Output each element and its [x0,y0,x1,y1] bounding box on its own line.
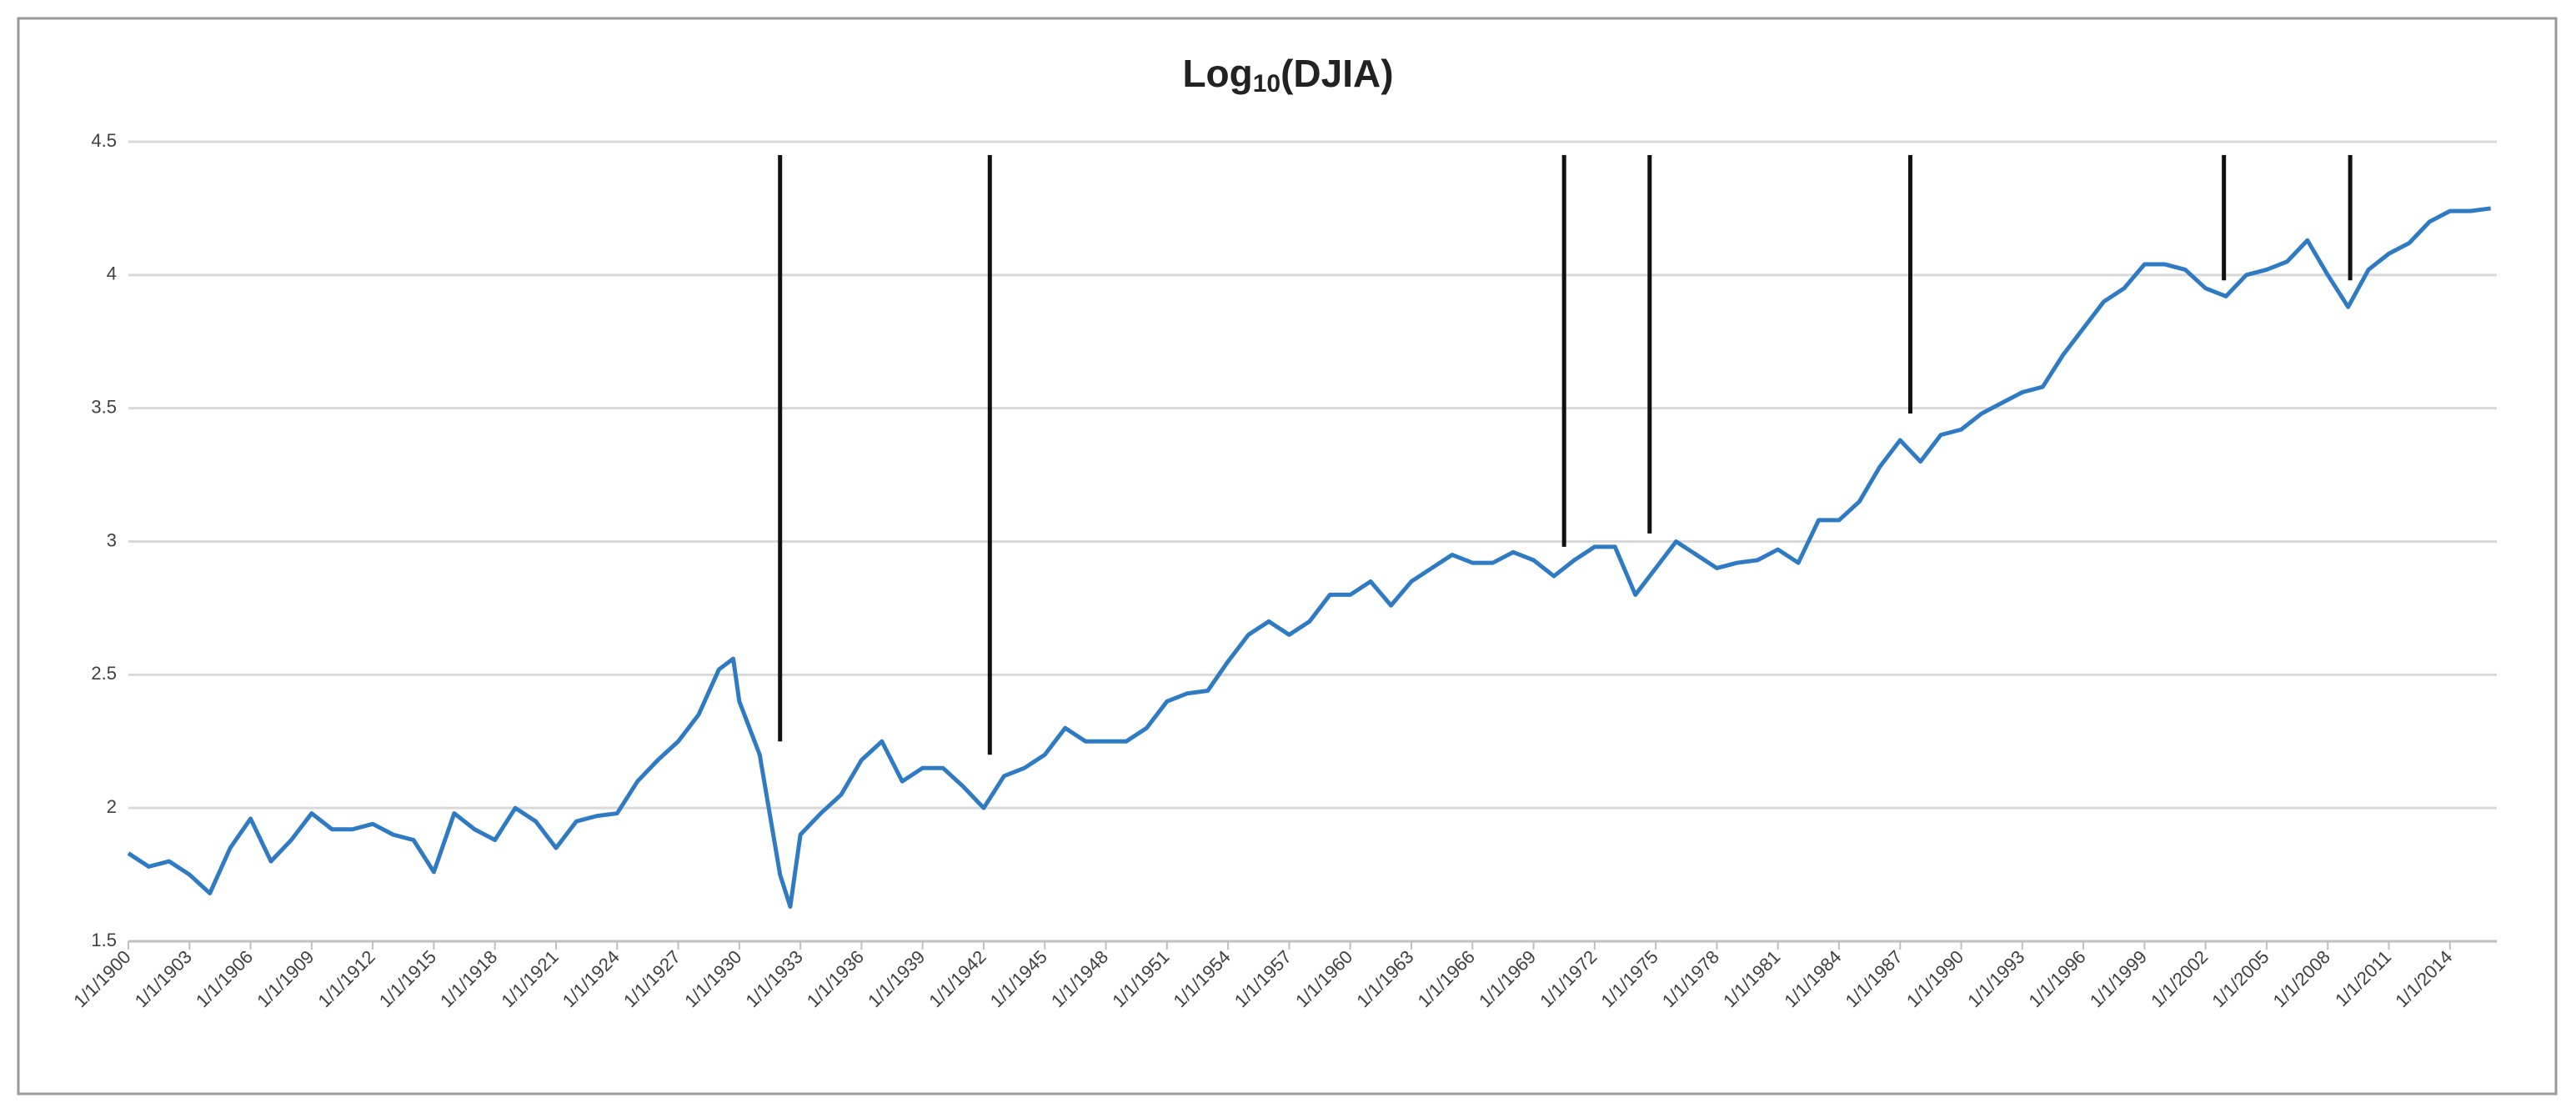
y-tick-label: 2.5 [91,663,117,684]
title-rest: (DJIA) [1280,52,1393,95]
y-tick-label: 4.5 [91,130,117,151]
data-line [127,206,2491,909]
title-main: Log [1182,52,1252,95]
y-tick-label: 1.5 [91,930,117,950]
y-tick-label: 3.5 [91,396,117,417]
y-tick-label: 2 [107,796,117,817]
y-tick-label: 4 [107,263,117,284]
title-subscript: 10 [1253,70,1280,98]
chart-border [17,17,2558,1095]
y-tick-label: 3 [107,529,117,550]
chart-title: Log10(DJIA) [1182,52,1393,98]
